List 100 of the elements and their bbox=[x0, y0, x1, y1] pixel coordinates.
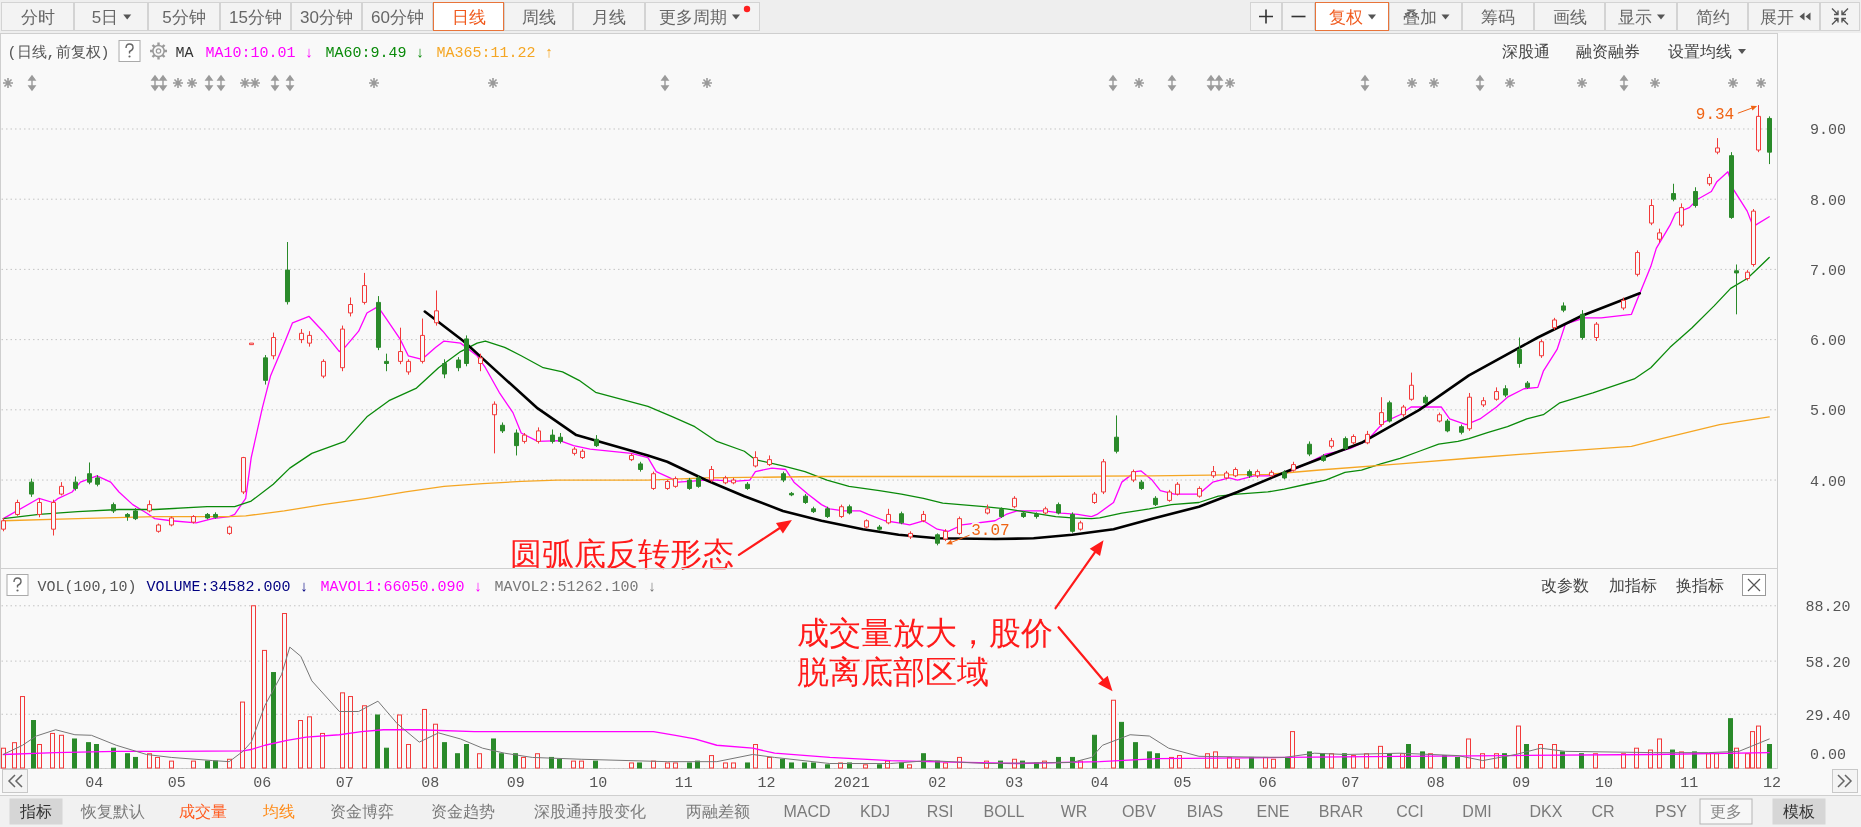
candlestick bbox=[753, 450, 758, 468]
x-tick-label: 08 bbox=[421, 774, 440, 792]
y-tick-label: 5.00 bbox=[1809, 403, 1847, 421]
candlestick bbox=[147, 499, 152, 513]
candlestick bbox=[696, 475, 701, 489]
text: KDJ bbox=[859, 803, 891, 820]
candlestick bbox=[398, 327, 403, 365]
candlestick bbox=[376, 295, 381, 351]
candlestick bbox=[1621, 296, 1626, 311]
candlestick bbox=[1255, 469, 1260, 479]
candlestick bbox=[442, 358, 447, 379]
candlestick bbox=[723, 475, 728, 485]
text: 指标 bbox=[19, 803, 52, 820]
candlestick bbox=[767, 454, 772, 467]
candlestick bbox=[1092, 491, 1097, 505]
text: 恢复默认 bbox=[80, 803, 145, 820]
candlestick bbox=[1679, 202, 1684, 228]
y-tick-label: 9.00 bbox=[1809, 122, 1847, 140]
annotation: 加指标 bbox=[1609, 576, 1657, 594]
candlestick bbox=[803, 493, 808, 505]
text: 15分钟 bbox=[229, 7, 282, 27]
candlestick bbox=[514, 428, 519, 456]
candlestick bbox=[1224, 470, 1229, 480]
candlestick bbox=[37, 497, 42, 518]
text: VOL(100,10) bbox=[37, 578, 137, 596]
candlestick bbox=[847, 504, 852, 515]
y-tick-label: 88.20 bbox=[1805, 599, 1851, 617]
text: BOLL bbox=[983, 803, 1025, 820]
text: MAVOL1:66050.090 ↓ bbox=[320, 578, 483, 596]
candlestick bbox=[500, 421, 505, 434]
candlestick bbox=[213, 511, 218, 520]
text: 资金趋势 bbox=[431, 803, 495, 820]
candlestick bbox=[241, 456, 246, 495]
text: MAVOL2:51262.100 ↓ bbox=[494, 578, 657, 596]
text: (日线,前复权) bbox=[7, 43, 110, 62]
candlestick bbox=[95, 474, 100, 487]
candlestick bbox=[125, 512, 130, 522]
text: BRAR bbox=[1318, 803, 1364, 820]
x-tick-label: 07 bbox=[1341, 774, 1360, 792]
candlestick bbox=[263, 354, 268, 386]
candlestick bbox=[169, 516, 174, 527]
candlestick bbox=[1379, 396, 1384, 428]
candlestick bbox=[492, 400, 497, 454]
x-tick-label: 12 bbox=[1762, 774, 1781, 792]
text: 成交量 bbox=[179, 803, 227, 820]
candlestick bbox=[133, 507, 138, 521]
candlestick bbox=[1594, 321, 1599, 342]
candlestick bbox=[464, 334, 469, 367]
annotation: 换指标 bbox=[1676, 576, 1724, 594]
candlestick bbox=[1101, 458, 1106, 495]
candlestick bbox=[348, 296, 353, 317]
candlestick bbox=[1467, 392, 1472, 432]
candlestick bbox=[638, 461, 643, 473]
text: MA10:10.01 ↓ bbox=[205, 44, 314, 62]
text: 显示 bbox=[1618, 7, 1652, 27]
candlestick bbox=[1291, 461, 1296, 473]
candlestick bbox=[1729, 151, 1734, 220]
candlestick bbox=[73, 476, 78, 492]
candlestick bbox=[1269, 469, 1274, 478]
x-tick-label: 2021 bbox=[833, 774, 870, 792]
candlestick bbox=[1282, 469, 1287, 480]
candlestick bbox=[87, 461, 92, 485]
candlestick bbox=[985, 504, 990, 515]
annotation: 成交量放大，股价脱离底部区域 bbox=[796, 615, 1053, 691]
candlestick bbox=[29, 478, 34, 498]
x-tick-label: 10 bbox=[589, 774, 608, 792]
x-tick-label: 05 bbox=[1173, 774, 1192, 792]
annotation: 3.07 bbox=[971, 522, 1010, 541]
candlestick bbox=[1649, 198, 1654, 226]
candlestick bbox=[205, 512, 210, 520]
candlestick bbox=[1671, 183, 1676, 202]
candlestick bbox=[1525, 380, 1530, 390]
text: 深股通持股变化 bbox=[534, 803, 646, 820]
candlestick bbox=[1517, 337, 1522, 369]
candlestick bbox=[811, 506, 816, 514]
x-tick-label: 07 bbox=[335, 774, 354, 792]
text: 5分钟 bbox=[162, 7, 206, 27]
candlestick bbox=[362, 272, 367, 306]
annotation: MA bbox=[175, 44, 194, 62]
candlestick bbox=[1012, 495, 1017, 509]
text: WR bbox=[1060, 803, 1088, 820]
candlestick bbox=[307, 330, 312, 348]
candlestick bbox=[1459, 424, 1464, 435]
candlestick bbox=[999, 506, 1004, 519]
y-tick-label: 4.00 bbox=[1809, 473, 1847, 491]
candlestick bbox=[478, 353, 483, 372]
candlestick bbox=[1070, 511, 1075, 534]
candlestick bbox=[1131, 469, 1136, 483]
candlestick bbox=[781, 471, 786, 483]
text: 60分钟 bbox=[371, 7, 424, 27]
candlestick bbox=[665, 479, 670, 491]
text: 叠加 bbox=[1402, 7, 1437, 27]
candlestick bbox=[1197, 485, 1202, 499]
candlestick bbox=[825, 506, 830, 519]
x-tick-label: 03 bbox=[1005, 774, 1024, 792]
candlestick bbox=[1387, 400, 1392, 423]
annotation: 改参数 bbox=[1541, 576, 1589, 594]
candlestick bbox=[1043, 506, 1048, 515]
candlestick bbox=[1021, 510, 1026, 519]
candlestick bbox=[1365, 430, 1370, 445]
